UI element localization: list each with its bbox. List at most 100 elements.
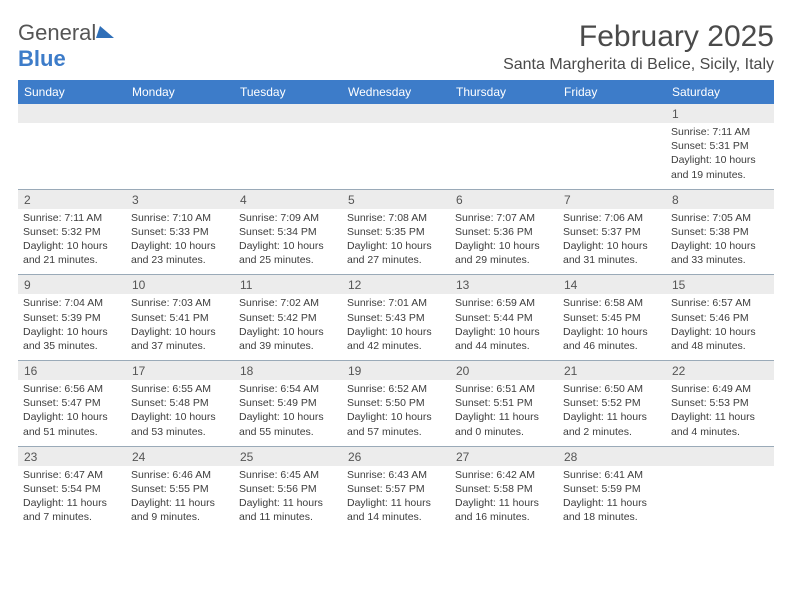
sunrise-line: Sunrise: 7:03 AM <box>131 296 229 310</box>
day-number: 8 <box>666 189 774 209</box>
day-number: 28 <box>558 446 666 466</box>
day-number <box>666 446 774 466</box>
day-cell: Sunrise: 7:07 AMSunset: 5:36 PMDaylight:… <box>450 209 558 275</box>
weekday-header: Monday <box>126 80 234 104</box>
title-block: February 2025 Santa Margherita di Belice… <box>503 20 774 74</box>
weekday-header: Saturday <box>666 80 774 104</box>
day-number: 10 <box>126 274 234 294</box>
daylight-line: Daylight: 10 hours and 35 minutes. <box>23 325 121 353</box>
day-cell: Sunrise: 7:02 AMSunset: 5:42 PMDaylight:… <box>234 294 342 360</box>
sunset-line: Sunset: 5:41 PM <box>131 311 229 325</box>
day-cell: Sunrise: 6:51 AMSunset: 5:51 PMDaylight:… <box>450 380 558 446</box>
daylight-line: Daylight: 10 hours and 44 minutes. <box>455 325 553 353</box>
sunrise-line: Sunrise: 6:42 AM <box>455 468 553 482</box>
daylight-line: Daylight: 10 hours and 27 minutes. <box>347 239 445 267</box>
daylight-line: Daylight: 10 hours and 57 minutes. <box>347 410 445 438</box>
sunrise-line: Sunrise: 6:45 AM <box>239 468 337 482</box>
day-cell: Sunrise: 6:52 AMSunset: 5:50 PMDaylight:… <box>342 380 450 446</box>
day-number: 18 <box>234 360 342 380</box>
day-cell: Sunrise: 6:56 AMSunset: 5:47 PMDaylight:… <box>18 380 126 446</box>
day-cell: Sunrise: 6:41 AMSunset: 5:59 PMDaylight:… <box>558 466 666 532</box>
day-cell: Sunrise: 7:09 AMSunset: 5:34 PMDaylight:… <box>234 209 342 275</box>
day-number <box>18 104 126 123</box>
day-number: 23 <box>18 446 126 466</box>
day-data-row: Sunrise: 6:56 AMSunset: 5:47 PMDaylight:… <box>18 380 774 446</box>
sunset-line: Sunset: 5:42 PM <box>239 311 337 325</box>
sunrise-line: Sunrise: 7:01 AM <box>347 296 445 310</box>
day-cell: Sunrise: 7:06 AMSunset: 5:37 PMDaylight:… <box>558 209 666 275</box>
day-cell: Sunrise: 6:43 AMSunset: 5:57 PMDaylight:… <box>342 466 450 532</box>
daylight-line: Daylight: 10 hours and 48 minutes. <box>671 325 769 353</box>
day-number: 27 <box>450 446 558 466</box>
day-cell: Sunrise: 6:45 AMSunset: 5:56 PMDaylight:… <box>234 466 342 532</box>
weekday-header: Thursday <box>450 80 558 104</box>
sunrise-line: Sunrise: 6:46 AM <box>131 468 229 482</box>
day-cell: Sunrise: 6:47 AMSunset: 5:54 PMDaylight:… <box>18 466 126 532</box>
sunset-line: Sunset: 5:44 PM <box>455 311 553 325</box>
daylight-line: Daylight: 10 hours and 25 minutes. <box>239 239 337 267</box>
daylight-line: Daylight: 10 hours and 19 minutes. <box>671 153 769 181</box>
day-cell: Sunrise: 6:58 AMSunset: 5:45 PMDaylight:… <box>558 294 666 360</box>
sunrise-line: Sunrise: 6:51 AM <box>455 382 553 396</box>
sunrise-line: Sunrise: 7:11 AM <box>671 125 769 139</box>
weekday-header: Tuesday <box>234 80 342 104</box>
sunrise-line: Sunrise: 6:55 AM <box>131 382 229 396</box>
sunrise-line: Sunrise: 6:54 AM <box>239 382 337 396</box>
daylight-line: Daylight: 10 hours and 37 minutes. <box>131 325 229 353</box>
day-number: 1 <box>666 104 774 123</box>
day-number: 2 <box>18 189 126 209</box>
sunset-line: Sunset: 5:54 PM <box>23 482 121 496</box>
sunrise-line: Sunrise: 7:09 AM <box>239 211 337 225</box>
day-cell: Sunrise: 6:46 AMSunset: 5:55 PMDaylight:… <box>126 466 234 532</box>
day-cell: Sunrise: 7:08 AMSunset: 5:35 PMDaylight:… <box>342 209 450 275</box>
sunrise-line: Sunrise: 7:02 AM <box>239 296 337 310</box>
calendar-page: General Blue February 2025 Santa Margher… <box>0 0 792 531</box>
day-cell <box>18 123 126 189</box>
sunrise-line: Sunrise: 7:06 AM <box>563 211 661 225</box>
sunset-line: Sunset: 5:45 PM <box>563 311 661 325</box>
day-cell <box>342 123 450 189</box>
daynum-row: 1 <box>18 104 774 123</box>
location-subtitle: Santa Margherita di Belice, Sicily, Ital… <box>503 56 774 74</box>
sunrise-line: Sunrise: 6:58 AM <box>563 296 661 310</box>
day-number: 7 <box>558 189 666 209</box>
day-cell <box>234 123 342 189</box>
daynum-row: 232425262728 <box>18 446 774 466</box>
weekday-header-row: Sunday Monday Tuesday Wednesday Thursday… <box>18 80 774 104</box>
day-cell: Sunrise: 6:59 AMSunset: 5:44 PMDaylight:… <box>450 294 558 360</box>
day-data-row: Sunrise: 6:47 AMSunset: 5:54 PM Daylight:… <box>18 466 774 532</box>
day-cell: Sunrise: 7:05 AMSunset: 5:38 PMDaylight:… <box>666 209 774 275</box>
daylight-line: Daylight: 10 hours and 42 minutes. <box>347 325 445 353</box>
sunset-line: Sunset: 5:55 PM <box>131 482 229 496</box>
sunrise-line: Sunrise: 7:11 AM <box>23 211 121 225</box>
day-number: 12 <box>342 274 450 294</box>
daylight-line: Daylight: 10 hours and 51 minutes. <box>23 410 121 438</box>
day-cell: Sunrise: 7:04 AMSunset: 5:39 PMDaylight:… <box>18 294 126 360</box>
day-cell: Sunrise: 7:11 AMSunset: 5:32 PMDaylight:… <box>18 209 126 275</box>
day-number: 24 <box>126 446 234 466</box>
sunset-line: Sunset: 5:56 PM <box>239 482 337 496</box>
day-data-row: Sunrise: 7:11 AMSunset: 5:31 PMDaylight:… <box>18 123 774 189</box>
sunset-line: Sunset: 5:35 PM <box>347 225 445 239</box>
daylight-line: Daylight: 10 hours and 29 minutes. <box>455 239 553 267</box>
daylight-line: Daylight: 11 hours and 16 minutes. <box>455 496 553 524</box>
daylight-line: Daylight: 10 hours and 23 minutes. <box>131 239 229 267</box>
sunset-line: Sunset: 5:43 PM <box>347 311 445 325</box>
day-cell: Sunrise: 7:03 AMSunset: 5:41 PMDaylight:… <box>126 294 234 360</box>
day-number: 3 <box>126 189 234 209</box>
day-number <box>126 104 234 123</box>
sunrise-line: Sunrise: 6:50 AM <box>563 382 661 396</box>
sunrise-line: Sunrise: 6:47 AM <box>23 468 121 482</box>
sunrise-line: Sunrise: 7:07 AM <box>455 211 553 225</box>
sunset-line: Sunset: 5:53 PM <box>671 396 769 410</box>
daylight-line: Daylight: 11 hours and 4 minutes. <box>671 410 769 438</box>
calendar-body: 1Sunrise: 7:11 AMSunset: 5:31 PMDaylight… <box>18 104 774 531</box>
sunset-line: Sunset: 5:33 PM <box>131 225 229 239</box>
sunset-line: Sunset: 5:32 PM <box>23 225 121 239</box>
day-number: 6 <box>450 189 558 209</box>
day-number <box>342 104 450 123</box>
daylight-line: Daylight: 10 hours and 53 minutes. <box>131 410 229 438</box>
day-cell: Sunrise: 6:57 AMSunset: 5:46 PMDaylight:… <box>666 294 774 360</box>
day-cell <box>558 123 666 189</box>
daylight-line: Daylight: 10 hours and 21 minutes. <box>23 239 121 267</box>
